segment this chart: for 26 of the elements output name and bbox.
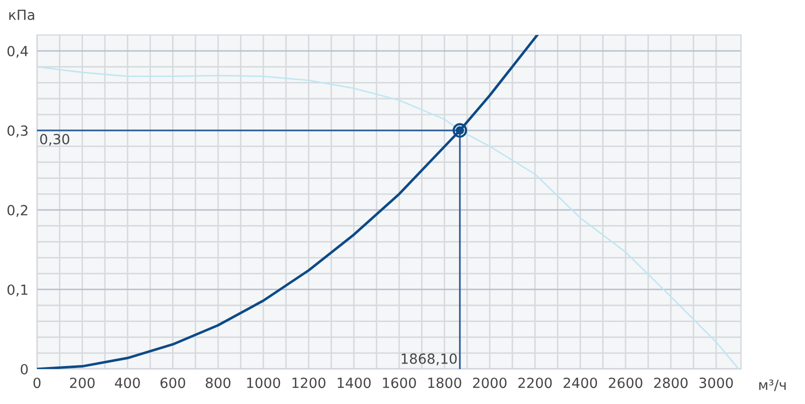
x-tick-label: 3000 <box>699 378 733 388</box>
x-tick-label: 1800 <box>428 378 462 388</box>
x-tick-label: 1600 <box>383 378 416 388</box>
x-axis-title: м³/ч <box>759 380 786 392</box>
x-tick-label: 800 <box>206 378 230 388</box>
x-tick-label: 400 <box>114 378 140 388</box>
x-tick-label: 600 <box>160 378 186 388</box>
x-tick-label: 1200 <box>292 378 326 388</box>
x-tick-label: 0 <box>33 378 40 388</box>
x-tick-label: 2200 <box>518 378 552 388</box>
line-series <box>37 66 740 369</box>
x-tick-label: 2400 <box>564 378 598 388</box>
ref-line-label: 0,30 <box>40 134 70 146</box>
y-axis-title: кПа <box>9 10 34 20</box>
y-tick-label: 0,1 <box>7 284 28 296</box>
x-tick-label: 1000 <box>247 378 280 388</box>
x-tick-label: 2000 <box>473 378 506 388</box>
y-tick-label: 0 <box>20 364 28 374</box>
x-tick-label: 200 <box>70 378 95 388</box>
x-tick-label: 2800 <box>654 378 688 388</box>
y-tick-label: 0,3 <box>7 125 28 138</box>
x-tick-label: 2600 <box>608 378 642 388</box>
y-tick-label: 0,4 <box>7 46 28 58</box>
ref-line-label: 1868,10 <box>402 353 457 366</box>
y-tick-label: 0,2 <box>7 204 28 217</box>
x-tick-label: 1400 <box>338 378 371 388</box>
